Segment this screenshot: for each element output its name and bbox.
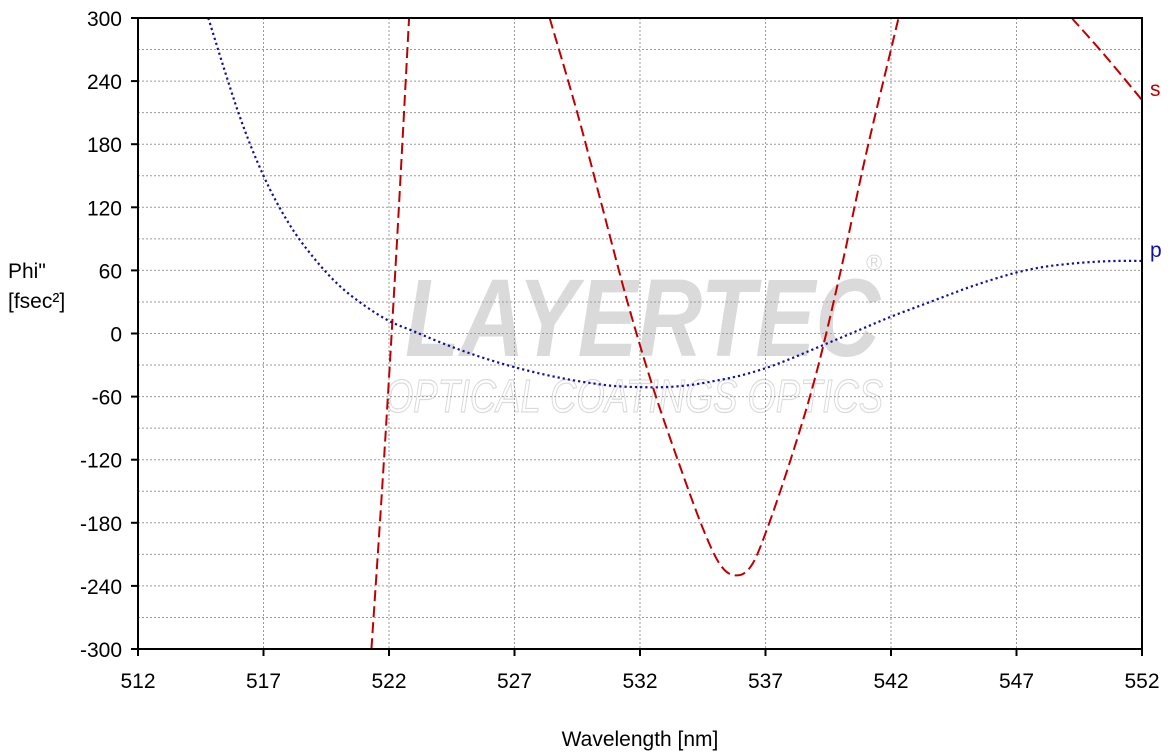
y-axis-label-line1: Phi" [8, 260, 46, 283]
series-label-s: s [1150, 78, 1161, 101]
y-tick-label: 180 [87, 134, 122, 157]
series-line-s [1070, 17, 1143, 101]
x-tick-label: 522 [371, 670, 406, 693]
y-tick-label: 300 [87, 8, 122, 31]
x-tick-label: 512 [120, 670, 155, 693]
plot-lines [207, 17, 1143, 650]
series-line-s [370, 17, 411, 650]
y-tick-label: -60 [92, 387, 122, 410]
y-axis: 300 240 180 120 60 0 -60 -120 -180 -240 -300 [80, 8, 138, 662]
x-axis-label: Wavelength [nm] [562, 728, 719, 751]
y-tick-label: 0 [110, 324, 122, 347]
series-labels: sp [1150, 78, 1162, 262]
series-line-p [207, 17, 1143, 389]
x-tick-label: 542 [873, 670, 908, 693]
y-tick-label: 60 [99, 260, 122, 283]
watermark-main-text: LAYERTEC [405, 257, 881, 380]
series-label-p: p [1150, 239, 1162, 262]
y-tick-label: -120 [80, 450, 122, 473]
x-tick-label: 547 [999, 670, 1034, 693]
grid [138, 18, 1142, 649]
x-tick-label: 527 [497, 670, 532, 693]
x-axis: 512 517 522 527 532 537 542 547 552 [120, 649, 1160, 693]
y-tick-label: 120 [87, 197, 122, 220]
watermark-logo: LAYERTEC ® OPTICAL COATINGS OPTICS [384, 250, 883, 423]
watermark-registered-mark: ® [866, 250, 882, 275]
y-axis-label-line2: [fsec²] [8, 290, 65, 313]
x-tick-label: 537 [748, 670, 783, 693]
y-tick-label: -240 [80, 576, 122, 599]
watermark-sub-text: OPTICAL COATINGS OPTICS [385, 370, 883, 422]
series-line-s [548, 17, 900, 577]
y-tick-label: -300 [80, 639, 122, 662]
y-tick-label: -180 [80, 513, 122, 536]
x-tick-label: 532 [622, 670, 657, 693]
x-tick-label: 552 [1124, 670, 1159, 693]
x-tick-label: 517 [246, 670, 281, 693]
y-tick-label: 240 [87, 71, 122, 94]
